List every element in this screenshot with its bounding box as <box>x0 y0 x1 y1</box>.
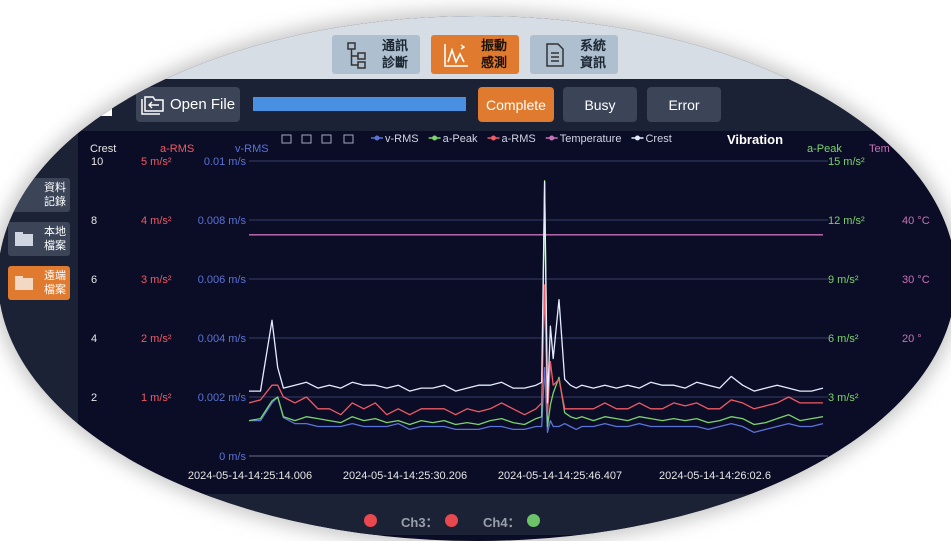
tick-label-a-peak: 6 m/s² <box>828 333 859 345</box>
nav-system-label: 系統資訊 <box>580 38 607 71</box>
nav-vibration-button[interactable]: 振動感測 <box>431 35 519 74</box>
tick-label-a-rms: 3 m/s² <box>141 274 172 286</box>
download-icon[interactable] <box>343 134 354 144</box>
sidebar-item-label: 本地檔案 <box>44 225 66 252</box>
tick-label-crest: 10 <box>91 156 103 168</box>
wave-chart-icon <box>439 38 473 72</box>
series-line-a-peak <box>248 180 824 428</box>
nav-vibration-label: 振動感測 <box>481 38 508 71</box>
tick-label-a-rms: 2 m/s² <box>141 333 172 345</box>
collapse-handle[interactable] <box>92 96 112 116</box>
x-tick-label: 2024-05-14-14:26:02.6 <box>659 470 771 482</box>
tick-label-a-peak: 3 m/s² <box>828 392 859 404</box>
tick-label-crest: 8 <box>91 215 97 227</box>
open-file-icon <box>140 94 166 116</box>
tick-label-v-rms: 0.004 m/s <box>198 333 247 345</box>
chart-title: Vibration <box>727 132 783 147</box>
sidebar-item-label: 遠端檔案 <box>44 269 66 296</box>
toolbox-glyph <box>301 134 312 144</box>
restore-icon[interactable] <box>321 134 332 144</box>
top-navigation: 通訊診斷 振動感測 系統資訊 <box>0 16 951 79</box>
toolbox-glyph <box>343 134 354 144</box>
tick-label-a-peak: 9 m/s² <box>828 274 859 286</box>
axis-title-a-peak: a-Peak <box>807 143 842 155</box>
tick-label-v-rms: 0.006 m/s <box>198 274 247 286</box>
legend-item: a-RMS <box>501 133 535 145</box>
sidebar-item-label: 資料記錄 <box>44 181 66 208</box>
folder-icon <box>14 231 36 247</box>
tick-label-a-peak: 15 m/s² <box>828 156 865 168</box>
oval-viewport: 通訊診斷 振動感測 系統資訊 <box>0 16 951 541</box>
nav-system-button[interactable]: 系統資訊 <box>530 35 618 74</box>
open-file-label: Open File <box>170 96 236 113</box>
tick-label-crest: 2 <box>91 392 97 404</box>
legend-item: Crest <box>645 133 671 145</box>
open-file-button[interactable]: Open File <box>136 87 240 122</box>
axis-title-v-rms: v-RMS <box>235 143 269 155</box>
sidebar-item-local-files[interactable]: 本地檔案 <box>8 222 70 256</box>
x-tick-label: 2024-05-14-14:25:30.206 <box>343 470 467 482</box>
series-line-crest <box>249 180 824 404</box>
tick-label-v-rms: 0.002 m/s <box>198 392 247 404</box>
tick-label-crest: 4 <box>91 333 97 345</box>
vibration-chart: Crest a-RMS v-RMS a-Peak Tem 10 8 6 4 2 5 m/s² 4 m/… <box>90 132 930 482</box>
series-line-a-rms <box>248 284 823 416</box>
legend-item: Temperature <box>560 133 622 145</box>
zoom-reset-icon[interactable] <box>301 134 312 144</box>
legend-item: v-RMS <box>385 133 419 145</box>
axis-title-a-rms: a-RMS <box>160 143 194 155</box>
ch2-status-dot <box>364 514 377 527</box>
busy-button[interactable]: Busy <box>563 87 637 122</box>
zoom-icon[interactable] <box>281 134 292 144</box>
x-tick-label: 2024-05-14-14:25:46.407 <box>498 470 622 482</box>
tick-label-v-rms: 0 m/s <box>219 451 246 463</box>
sidebar-item-remote-files[interactable]: 遠端檔案 <box>8 266 70 300</box>
progress-bar <box>253 97 466 111</box>
tick-label-temperature: 40 °C <box>902 215 930 227</box>
legend-marker <box>634 135 640 141</box>
tick-label-v-rms: 0.008 m/s <box>198 215 247 227</box>
tick-label-a-rms: 1 m/s² <box>141 392 172 404</box>
toolbox-glyph <box>281 134 292 144</box>
ch4-label: Ch4： <box>483 515 521 530</box>
series-line-v-rms <box>249 366 824 434</box>
tick-label-a-peak: 12 m/s² <box>828 215 865 227</box>
toolbox-glyph <box>321 134 332 144</box>
axis-title-temperature: Tem <box>869 143 890 155</box>
complete-button[interactable]: Complete <box>478 87 554 122</box>
error-button[interactable]: Error <box>647 87 721 122</box>
progress-fill <box>253 97 466 111</box>
tick-label-temperature: 20 ° <box>902 333 922 345</box>
tick-label-v-rms: 0.01 m/s <box>204 156 247 168</box>
tick-label-a-rms: 5 m/s² <box>141 156 172 168</box>
document-icon <box>538 38 572 72</box>
tick-label-crest: 6 <box>91 274 97 286</box>
ch4-status-dot <box>527 514 540 527</box>
ch3-label: Ch3： <box>401 515 439 530</box>
chart-area <box>78 131 951 494</box>
tick-label-temperature: 30 °C <box>902 274 930 286</box>
ch3-status-dot <box>445 514 458 527</box>
legend-marker <box>432 135 438 141</box>
legend-marker <box>549 135 555 141</box>
channel-status-bar <box>0 494 951 535</box>
nav-diagnostics-label: 通訊診斷 <box>382 38 409 71</box>
legend-marker <box>374 135 380 141</box>
legend-marker <box>490 135 496 141</box>
legend-item: a-Peak <box>443 133 478 145</box>
nav-diagnostics-button[interactable]: 通訊診斷 <box>332 35 420 74</box>
tree-icon <box>340 38 374 72</box>
x-tick-label: 2024-05-14-14:25:14.006 <box>188 470 312 482</box>
sidebar-item-data-log[interactable]: 資料記錄 <box>8 178 70 212</box>
folder-icon <box>14 275 36 291</box>
axis-title-crest: Crest <box>90 143 116 155</box>
tick-label-a-rms: 4 m/s² <box>141 215 172 227</box>
